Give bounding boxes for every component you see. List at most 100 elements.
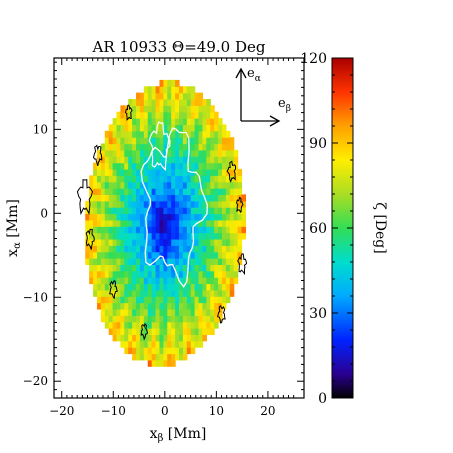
heatmap-cell: [202, 289, 207, 297]
y-tick-label: −20: [23, 374, 48, 388]
heatmap-cell: [124, 238, 129, 246]
heatmap-cell: [190, 149, 196, 157]
heatmap-cell: [147, 162, 153, 170]
heatmap-cell: [128, 175, 133, 183]
heatmap-cell: [120, 226, 125, 234]
heatmap-cell: [233, 238, 239, 246]
heatmap-cell: [151, 188, 157, 196]
heatmap-cell: [139, 232, 145, 240]
heatmap-cell: [128, 308, 133, 316]
heatmap-cell: [210, 258, 215, 266]
heatmap-cell: [116, 175, 122, 183]
heatmap-cell: [206, 277, 211, 285]
heatmap-cell: [136, 258, 141, 266]
heatmap-cell: [218, 283, 223, 291]
heatmap-cell: [194, 270, 200, 278]
heatmap-cell: [198, 124, 204, 132]
heatmap-cell: [182, 270, 188, 278]
heatmap-cell: [139, 251, 145, 259]
heatmap-cell: [104, 200, 110, 208]
heatmap-cell: [171, 296, 176, 304]
heatmap-cell: [221, 143, 227, 151]
heatmap-cell: [108, 258, 114, 266]
heatmap-cell: [147, 105, 153, 113]
heatmap-cell: [221, 162, 227, 170]
heatmap-cell: [179, 264, 184, 272]
heatmap-cell: [159, 175, 164, 183]
heatmap-cell: [210, 124, 215, 132]
heatmap-cell: [198, 238, 204, 246]
heatmap-cell: [159, 321, 164, 329]
heatmap-cell: [198, 168, 204, 176]
heatmap-cell: [136, 111, 141, 119]
heatmap-cell: [194, 98, 200, 106]
heatmap-cell: [136, 340, 141, 348]
heatmap-cell: [120, 168, 125, 176]
heatmap-cell: [136, 118, 141, 126]
heatmap-cell: [218, 213, 223, 221]
heatmap-cell: [116, 283, 122, 291]
heatmap-cell: [206, 149, 211, 157]
heatmap-cell: [139, 308, 145, 316]
heatmap-cell: [108, 315, 114, 323]
heatmap-cell: [143, 194, 149, 202]
heatmap-cell: [167, 264, 172, 272]
heatmap-cell: [155, 264, 161, 272]
heatmap-cell: [89, 264, 94, 272]
heatmap-cell: [221, 181, 227, 189]
heatmap-cell: [112, 308, 118, 316]
x-tick-label: 20: [260, 404, 275, 418]
heatmap-cell: [202, 111, 207, 119]
heatmap-cell: [128, 207, 133, 215]
heatmap-cell: [167, 162, 172, 170]
heatmap-cell: [221, 124, 227, 132]
heatmap-cell: [108, 264, 114, 272]
heatmap-cell: [143, 143, 149, 151]
heatmap-cell: [167, 98, 172, 106]
colorbar-label: ζ [Deg]: [372, 202, 388, 253]
heatmap-cell: [159, 92, 164, 100]
heatmap-cell: [85, 251, 90, 259]
heatmap-cell: [198, 289, 204, 297]
heatmap-cell: [124, 258, 129, 266]
heatmap-cell: [159, 226, 164, 234]
heatmap-cell: [116, 289, 122, 297]
heatmap-cell: [218, 181, 223, 189]
heatmap-cell: [96, 200, 102, 208]
heatmap-cell: [218, 118, 223, 126]
heatmap-cell: [89, 238, 94, 246]
heatmap-cell: [179, 328, 184, 335]
heatmap-cell: [202, 232, 207, 240]
heatmap-cell: [139, 213, 145, 221]
heatmap-cell: [171, 194, 176, 202]
x-tick-label: −10: [101, 404, 126, 418]
heatmap-cell: [96, 258, 102, 266]
heatmap-cell: [112, 188, 118, 196]
heatmap-cell: [175, 111, 180, 119]
heatmap-cell: [202, 118, 207, 126]
heatmap-cell: [179, 296, 184, 304]
heatmap-cell: [136, 270, 141, 278]
heatmap-cell: [116, 258, 122, 266]
heatmap-cell: [132, 258, 137, 266]
heatmap-cell: [151, 334, 157, 342]
heatmap-cell: [139, 98, 145, 106]
heatmap-cell: [128, 270, 133, 278]
heatmap-cell: [171, 315, 176, 323]
heatmap-cell: [229, 207, 235, 215]
heatmap-cell: [225, 143, 231, 151]
heatmap-cell: [210, 232, 215, 240]
heatmap-cell: [159, 124, 164, 132]
heatmap-cell: [202, 321, 207, 329]
heatmap-cell: [163, 124, 168, 132]
heatmap-cell: [202, 226, 207, 234]
heatmap-cell: [128, 156, 133, 164]
heatmap-cell: [104, 238, 110, 246]
heatmap-cell: [171, 98, 176, 106]
heatmap-cell: [175, 238, 180, 246]
heatmap-cell: [167, 213, 172, 221]
heatmap-cell: [124, 321, 129, 329]
heatmap-cell: [171, 118, 176, 126]
heatmap-cell: [218, 207, 223, 215]
heatmap-cell: [182, 302, 188, 310]
